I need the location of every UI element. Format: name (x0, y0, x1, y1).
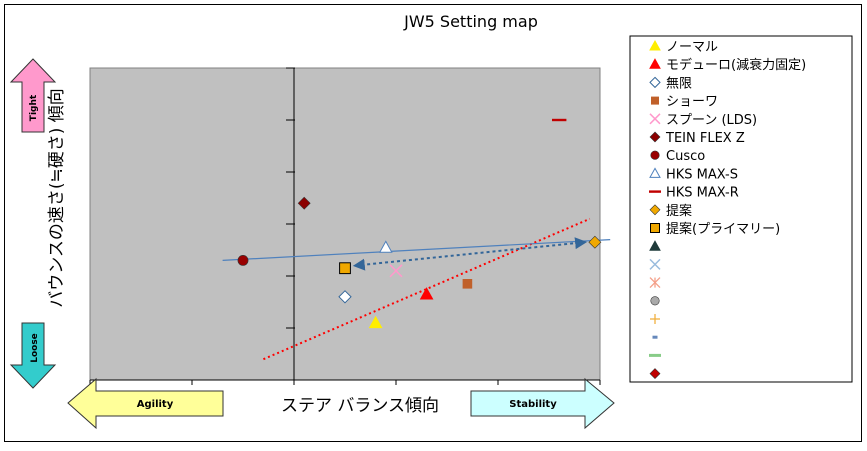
legend-label: Cusco (666, 149, 705, 164)
legend-label: ショーワ (666, 95, 718, 110)
legend-marker (649, 353, 661, 357)
data-point (588, 235, 602, 249)
y-axis-label: バウンスの速さ(≒硬さ) 傾向 (47, 88, 67, 308)
data-point (419, 287, 434, 300)
plot-area (89, 67, 601, 381)
double-arrow-line (352, 237, 588, 271)
legend-label: 無限 (666, 76, 692, 91)
legend-marker (649, 39, 661, 51)
loose-arrow: Loose (9, 322, 57, 389)
legend-marker (649, 204, 661, 216)
data-point (552, 118, 567, 122)
tight-label: Tight (29, 94, 39, 121)
data-point (368, 315, 383, 329)
legend-marker (652, 335, 658, 339)
data-point (237, 254, 249, 266)
agility-arrow: Agility (67, 377, 224, 430)
legend-marker (649, 190, 661, 193)
data-point (339, 262, 351, 275)
legend-marker (649, 76, 661, 89)
legend-label: HKS MAX-R (666, 186, 739, 201)
loose-label: Loose (30, 333, 40, 363)
legend-label: 提案(プライマリー) (666, 221, 780, 237)
stability-label: Stability (509, 399, 557, 410)
legend-label: 提案 (666, 203, 692, 219)
legend-label: HKS MAX-S (666, 167, 738, 182)
legend-label: スプーン (LDS) (666, 113, 757, 128)
data-point (297, 196, 311, 210)
legend-marker (649, 240, 661, 251)
legend-marker (649, 368, 661, 380)
legend-marker (649, 167, 661, 178)
legend-label: ノーマル (666, 40, 718, 55)
legend-marker (649, 58, 661, 69)
legend-marker (650, 150, 660, 160)
legend-label: モデューロ(減衰力固定) (666, 57, 806, 73)
chart-title: JW5 Setting map (403, 12, 538, 31)
stability-arrow: Stability (470, 377, 615, 430)
x-axis-label: ステア バランス傾向 (281, 396, 439, 416)
agility-label: Agility (137, 399, 174, 410)
y-axis (286, 67, 295, 381)
data-point (462, 279, 473, 289)
legend-marker (649, 277, 661, 289)
data-point (389, 264, 403, 278)
data-point (338, 290, 352, 304)
tight-arrow: Tight (9, 58, 57, 133)
trend-lines (222, 217, 611, 361)
legend-marker (649, 113, 661, 125)
legend-marker (650, 314, 660, 324)
legend-label: TEIN FLEX Z (665, 131, 745, 146)
legend-box (629, 35, 853, 383)
legend-marker (651, 96, 659, 105)
legend-marker (649, 258, 661, 270)
legend-marker (649, 131, 661, 143)
data-markers (237, 118, 602, 329)
legend-marker (650, 223, 660, 233)
legend-marker (650, 296, 660, 306)
data-point (378, 240, 393, 253)
